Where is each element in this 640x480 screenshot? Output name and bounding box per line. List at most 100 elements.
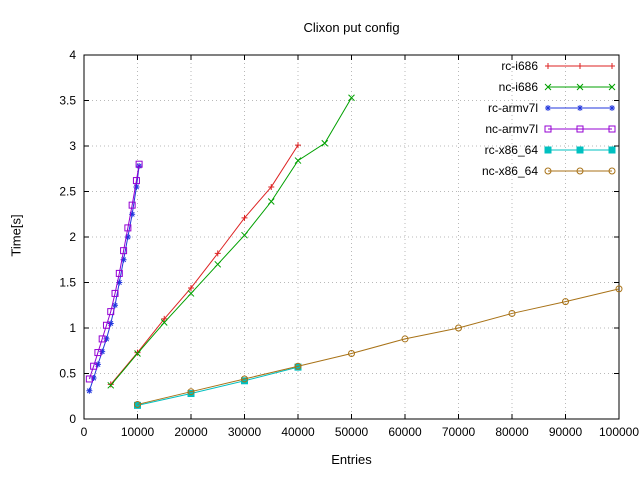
series-marker-nc-armv7l	[85, 375, 93, 383]
series-marker-rc-i686	[134, 349, 141, 356]
y-tick-label: 3.5	[59, 94, 76, 108]
series-marker-nc-i686	[187, 290, 195, 297]
series-marker-rc-armv7l	[129, 211, 136, 218]
series-marker-rc-armv7l	[86, 387, 93, 394]
legend-sample-marker-rc-i686	[609, 63, 615, 69]
series-marker-nc-x86_64	[348, 349, 355, 357]
series-marker-rc-armv7l	[112, 302, 119, 309]
legend-sample-marker-rc-x86_64	[608, 146, 616, 154]
series-marker-nc-i686	[107, 381, 115, 389]
series-line-rc-x86_64	[137, 366, 299, 406]
legend-sample-marker-rc-i686	[545, 63, 551, 69]
series-marker-rc-i686	[295, 142, 301, 149]
series-marker-nc-x86_64	[241, 375, 248, 383]
series-marker-nc-armv7l	[128, 201, 136, 209]
legend-sample-marker-nc-armv7l	[576, 125, 584, 133]
legend-label-rc-x86_64: rc-x86_64	[485, 143, 539, 157]
series-marker-rc-armv7l	[99, 348, 106, 355]
series-marker-nc-i686	[267, 198, 275, 205]
y-tick-label: 2	[69, 230, 76, 244]
legend-sample-marker-rc-x86_64	[544, 146, 552, 154]
series-marker-nc-x86_64	[455, 324, 462, 332]
series-marker-nc-i686	[321, 139, 329, 147]
legend-sample-marker-rc-x86_64	[576, 146, 584, 154]
legend-sample-marker-rc-armv7l	[577, 105, 583, 111]
legend: rc-i686 nc-i686 rc-armv7l nc-armv7l rc-x86_6…	[482, 59, 616, 178]
series-marker-rc-i686	[214, 250, 221, 257]
series-marker-rc-i686	[241, 214, 248, 221]
series-marker-rc-i686	[188, 284, 194, 291]
legend-sample-marker-nc-armv7l	[608, 125, 616, 133]
y-tick-label: 0	[69, 412, 76, 426]
series-marker-nc-i686	[241, 231, 248, 239]
series-marker-nc-x86_64	[134, 400, 141, 408]
series-marker-nc-i686	[348, 94, 355, 102]
series-line-nc-armv7l	[88, 164, 140, 380]
legend-label-rc-i686: rc-i686	[501, 59, 538, 73]
series-marker-nc-armv7l	[132, 177, 140, 185]
legend-sample-marker-rc-armv7l	[545, 105, 551, 111]
series-line-nc-i686	[110, 97, 352, 386]
series-marker-nc-x86_64	[562, 298, 569, 306]
series-marker-nc-i686	[160, 319, 168, 326]
legend-sample-marker-rc-i686	[577, 63, 583, 69]
legend-sample-marker-nc-armv7l	[544, 125, 552, 133]
series-marker-nc-x86_64	[508, 309, 516, 317]
legend-label-nc-x86_64: nc-x86_64	[482, 164, 538, 178]
series-marker-nc-x86_64	[401, 335, 409, 343]
series-marker-rc-armv7l	[120, 256, 127, 263]
y-tick-label: 3	[69, 139, 76, 153]
y-tick-label: 1	[69, 321, 76, 335]
x-tick-label: 90000	[549, 425, 583, 439]
series-marker-rc-i686	[161, 315, 168, 322]
x-tick-label: 100000	[599, 425, 639, 439]
series-marker-rc-armv7l	[133, 183, 140, 190]
series-marker-nc-armv7l	[135, 160, 143, 168]
series-marker-nc-armv7l	[98, 335, 106, 343]
series-marker-nc-x86_64	[294, 362, 302, 370]
series-marker-rc-armv7l	[116, 279, 123, 286]
plot-border	[83, 54, 620, 420]
series-marker-nc-armv7l	[94, 349, 102, 357]
series-marker-rc-i686	[107, 381, 114, 388]
y-tick-label: 0.5	[59, 367, 76, 381]
legend-sample-marker-nc-i686	[544, 83, 552, 91]
x-axis-label: Entries	[331, 452, 372, 467]
x-tick-label: 0	[81, 425, 88, 439]
x-tick-label: 80000	[495, 425, 529, 439]
series-marker-nc-i686	[214, 260, 222, 268]
chart-title: Clixon put config	[303, 20, 400, 35]
series-marker-nc-x86_64	[187, 388, 195, 396]
series-marker-rc-armv7l	[124, 234, 131, 240]
series-marker-rc-armv7l	[107, 320, 114, 327]
series-line-nc-x86_64	[137, 288, 620, 405]
legend-sample-marker-rc-armv7l	[609, 105, 615, 111]
series-marker-nc-armv7l	[90, 362, 98, 370]
series-marker-nc-armv7l	[115, 269, 123, 277]
series-marker-rc-x86_64	[187, 390, 195, 398]
x-tick-label: 40000	[281, 425, 315, 439]
series-marker-nc-armv7l	[111, 289, 119, 297]
y-axis-label: Time[s]	[8, 214, 24, 257]
series-line-rc-i686	[110, 144, 299, 385]
legend-sample-marker-nc-x86_64	[544, 167, 552, 175]
legend-sample-marker-nc-x86_64	[608, 167, 616, 175]
series-marker-rc-armv7l	[90, 375, 97, 382]
legend-label-nc-armv7l: nc-armv7l	[485, 122, 538, 136]
x-tick-label: 30000	[228, 425, 262, 439]
series-marker-rc-i686	[268, 183, 275, 190]
series-marker-nc-armv7l	[107, 308, 115, 316]
series-marker-rc-x86_64	[241, 377, 248, 385]
x-tick-label: 10000	[121, 425, 155, 439]
series-marker-nc-armv7l	[124, 224, 132, 232]
series-marker-nc-x86_64	[615, 285, 623, 293]
series-marker-rc-armv7l	[94, 361, 101, 368]
x-tick-label: 50000	[335, 425, 369, 439]
legend-label-rc-armv7l: rc-armv7l	[488, 101, 538, 115]
legend-sample-marker-nc-i686	[608, 83, 616, 91]
x-tick-label: 20000	[174, 425, 208, 439]
series-marker-nc-armv7l	[102, 321, 110, 329]
y-tick-label: 2.5	[59, 185, 76, 199]
